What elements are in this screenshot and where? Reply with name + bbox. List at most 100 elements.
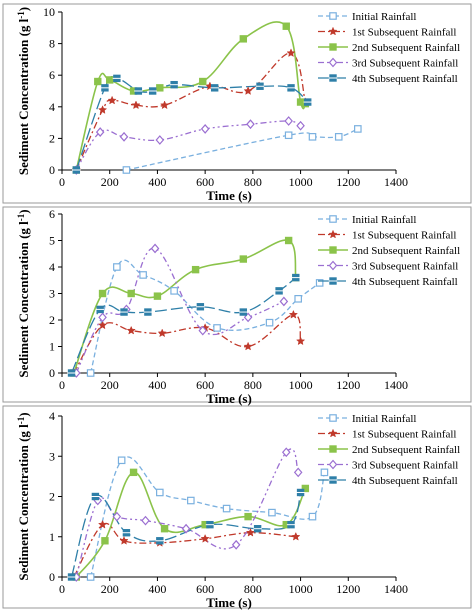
x-tick-label: 600 [196, 582, 214, 596]
data-point [279, 296, 289, 307]
legend: Initial Rainfall 1st Subsequent Rainfall 2… [318, 11, 460, 85]
data-point [181, 523, 191, 534]
axes: 0 1 2 3 4 5 6 0 200 400 600 800 1000 1200 1400 Time (s)… [16, 207, 408, 406]
axes: 0 1 2 3 4 0 200 400 600 800 1000 1200 1400 Time (s) Se… [16, 409, 408, 610]
x-tick-label: 1400 [384, 175, 408, 189]
data-point [155, 537, 165, 545]
data-point [156, 84, 164, 92]
y-axis-title: Sediment Concentration (g l-1) [16, 209, 31, 377]
x-tick-label: 200 [101, 175, 119, 189]
data-point [282, 22, 290, 30]
legend-marker-4 [328, 459, 338, 470]
data-point [143, 308, 153, 316]
data-point [293, 467, 303, 478]
data-point [205, 520, 215, 529]
series-line [126, 128, 359, 171]
panel-frame [2, 206, 472, 403]
x-tick-label: 0 [59, 175, 65, 189]
data-point [222, 504, 231, 513]
data-point [354, 125, 362, 133]
x-tick-label: 800 [244, 175, 262, 189]
data-point [284, 131, 293, 140]
series-2-markers [71, 48, 310, 174]
data-point [72, 166, 81, 174]
legend-marker-1 [329, 215, 337, 223]
data-point [150, 243, 160, 254]
legend-marker-2 [328, 428, 338, 438]
data-point [106, 76, 114, 84]
data-point [231, 539, 241, 550]
data-point [127, 289, 135, 298]
x-tick-label: 600 [196, 175, 214, 189]
data-point [244, 512, 252, 521]
data-point [119, 535, 129, 545]
y-tick-label: 4 [49, 100, 55, 114]
data-point [67, 369, 76, 377]
legend-label-3: 2nd Subsequent Rainfall [352, 444, 460, 456]
data-point [155, 135, 165, 145]
data-point [122, 529, 131, 537]
data-point [119, 131, 129, 142]
data-point [196, 303, 205, 311]
chart-panel-2: 0 1 2 3 4 5 6 0 200 400 600 800 1000 1200 1400 Time (s)… [2, 206, 472, 406]
y-tick-label: 0 [49, 163, 55, 177]
series-line [75, 471, 307, 578]
data-point [156, 488, 164, 497]
data-point [308, 133, 317, 141]
legend-label-3: 2nd Subsequent Rainfall [352, 245, 460, 257]
data-point [101, 537, 109, 545]
y-tick-label: 2 [49, 131, 55, 145]
data-point [303, 98, 312, 106]
data-point [119, 308, 129, 316]
legend-marker-2 [328, 26, 338, 36]
data-point [200, 124, 210, 134]
data-point [239, 255, 248, 263]
data-point [187, 496, 195, 505]
data-point [160, 525, 169, 533]
x-tick-label: 0 [59, 582, 65, 596]
y-tick-label: 3 [49, 287, 55, 301]
series-1-markers [86, 456, 329, 581]
legend: Initial Rainfall 1st Subsequent Rainfall 2… [318, 413, 460, 487]
x-tick-label: 200 [101, 582, 119, 596]
series-5-markers [67, 273, 300, 377]
data-point [296, 488, 305, 497]
data-point [253, 525, 262, 533]
data-point [117, 456, 126, 465]
legend-label-4: 3rd Subsequent Rainfall [352, 460, 458, 472]
data-point [139, 271, 147, 279]
legend-label-1: Initial Rainfall [352, 11, 416, 23]
data-point [86, 573, 95, 581]
data-point [294, 295, 302, 303]
data-point [199, 77, 207, 86]
data-point [98, 312, 107, 323]
y-tick-label: 3 [49, 449, 55, 463]
data-point [268, 508, 276, 517]
y-tick-label: 4 [49, 260, 55, 274]
series-3 [75, 471, 307, 578]
data-point [255, 82, 265, 90]
data-point [281, 447, 291, 458]
y-tick-label: 2 [49, 490, 55, 504]
legend-label-2: 1st Subsequent Rainfall [352, 230, 457, 242]
x-tick-label: 1000 [289, 175, 313, 189]
x-tick-label: 1200 [336, 175, 360, 189]
chart-panel-1: 0 2 4 6 8 10 0 200 400 600 800 1000 1200 1400 Time (s)… [2, 3, 472, 204]
data-point [286, 84, 296, 92]
series-line [75, 52, 306, 171]
data-point [315, 279, 324, 287]
panel-frame [2, 405, 472, 609]
legend-marker-4 [328, 260, 338, 271]
x-tick-label: 1200 [336, 378, 360, 392]
legend-label-5: 4th Subsequent Rainfall [352, 73, 458, 85]
data-point [107, 95, 117, 105]
x-tick-label: 1400 [384, 582, 408, 596]
data-point [170, 287, 178, 295]
data-point [245, 527, 256, 537]
data-point [113, 263, 121, 271]
data-point [97, 105, 108, 114]
data-point [141, 515, 150, 526]
legend-marker-1 [329, 12, 337, 20]
data-point [67, 573, 76, 581]
data-point [243, 86, 253, 95]
